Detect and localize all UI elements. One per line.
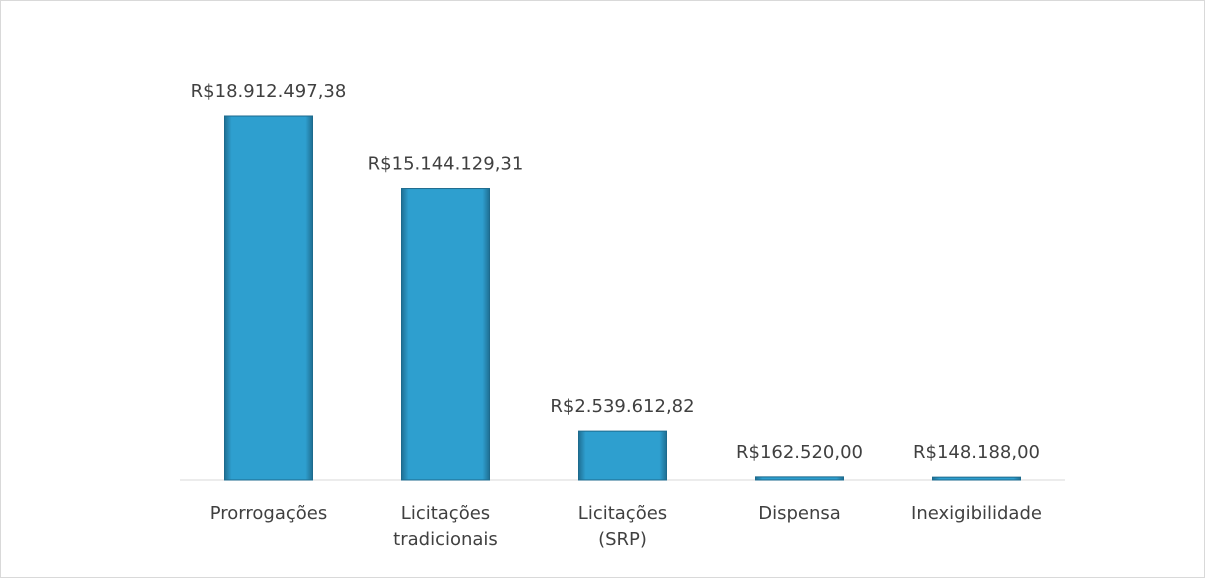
x-tick-label: Inexigibilidade bbox=[911, 503, 1042, 524]
data-label: R$148.188,00 bbox=[913, 442, 1040, 463]
x-tick-label: Prorrogações bbox=[210, 503, 327, 524]
data-label: R$15.144.129,31 bbox=[368, 154, 524, 175]
x-tick-label: Dispensa bbox=[758, 503, 841, 524]
bar bbox=[401, 188, 490, 481]
bar bbox=[932, 476, 1021, 481]
data-label: R$2.539.612,82 bbox=[550, 396, 694, 417]
data-label: R$18.912.497,38 bbox=[191, 81, 347, 102]
data-label: R$162.520,00 bbox=[736, 442, 863, 463]
x-tick-label: Licitações tradicionais bbox=[393, 503, 498, 550]
bar bbox=[224, 115, 313, 481]
bar bbox=[755, 476, 844, 481]
bar bbox=[578, 430, 667, 481]
x-tick-label: Licitações (SRP) bbox=[578, 503, 667, 550]
